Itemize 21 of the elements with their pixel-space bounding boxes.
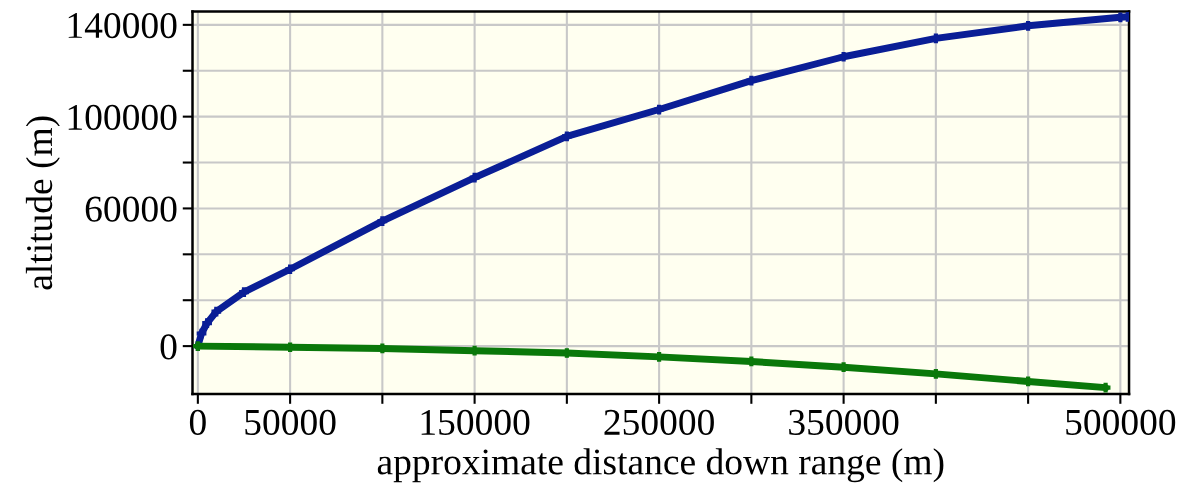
x-tick-label: 250000 xyxy=(604,409,714,436)
y-tick-label: 140000 xyxy=(68,12,177,39)
x-tick-label: 150000 xyxy=(421,409,530,436)
point xyxy=(239,287,249,298)
y-tick-label: 60000 xyxy=(85,196,177,222)
x-tick-label: 50000 xyxy=(245,409,336,436)
point xyxy=(469,172,480,183)
point xyxy=(561,131,572,142)
y-axis-title: altitude (m) xyxy=(25,116,60,290)
point xyxy=(202,318,212,329)
point xyxy=(211,306,222,317)
x-axis-title: approximate distance down range (m) xyxy=(377,448,944,483)
y-tick-label: 0 xyxy=(160,334,177,360)
point xyxy=(196,328,207,339)
x-tick-label: 500000 xyxy=(1066,409,1176,436)
point xyxy=(285,264,295,275)
x-tick-label: 0 xyxy=(189,409,206,436)
y-tick-label: 100000 xyxy=(68,104,177,131)
point xyxy=(654,104,664,115)
x-tick-label: 350000 xyxy=(789,409,899,436)
point xyxy=(377,216,388,226)
